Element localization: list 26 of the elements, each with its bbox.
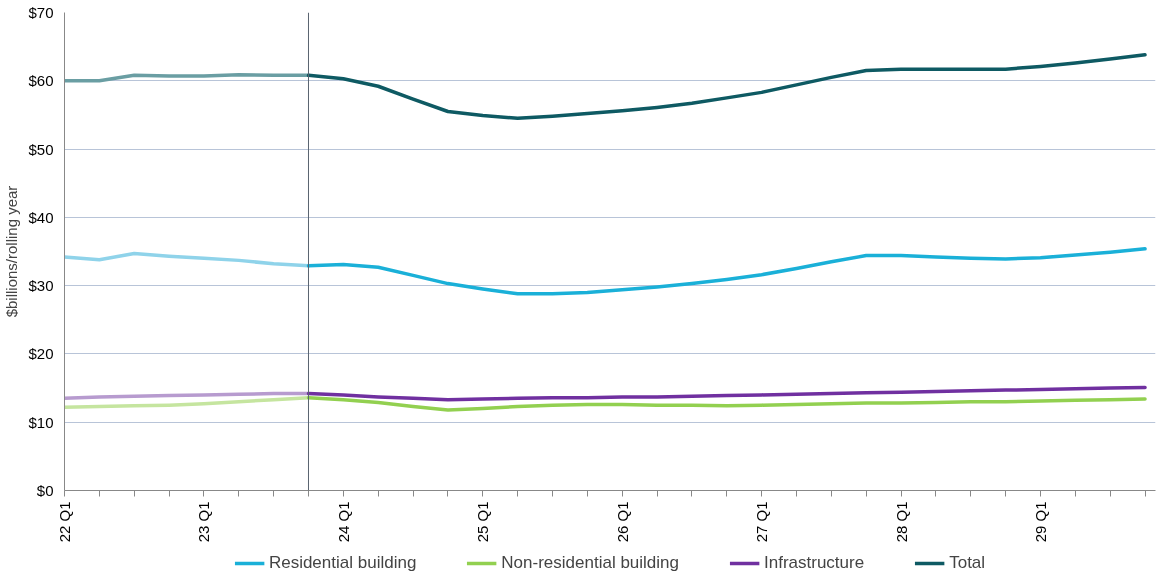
y-tick-label: $70 xyxy=(28,4,54,21)
line-series xyxy=(306,395,1147,412)
x-tick-label: 23 Q1 xyxy=(195,501,213,543)
x-tick-label: 22 Q1 xyxy=(56,501,73,543)
x-tick-label: 27 Q1 xyxy=(753,501,771,543)
x-tick-label: 24 Q1 xyxy=(334,501,352,543)
y-tick-label: $30 xyxy=(28,277,54,295)
line-series xyxy=(306,385,1147,402)
line-series xyxy=(64,251,311,268)
x-tick-label: 26 Q1 xyxy=(613,501,631,543)
y-tick-label: $10 xyxy=(28,413,54,431)
y-axis-title: $billions/rolling year xyxy=(3,185,21,318)
legend-label: Infrastructure xyxy=(764,553,865,573)
legend-label: Non-residential building xyxy=(501,553,680,573)
y-tick-label: $0 xyxy=(36,482,54,499)
y-tick-label: $20 xyxy=(28,345,54,363)
x-tick-label: 28 Q1 xyxy=(892,501,910,543)
line-series xyxy=(306,53,1147,121)
y-tick-label: $50 xyxy=(28,140,54,158)
line-series xyxy=(306,247,1147,296)
legend-label: Total xyxy=(949,553,986,573)
y-tick-label: $60 xyxy=(28,72,54,90)
x-tick-label: 25 Q1 xyxy=(474,501,492,543)
x-tick-label: 29 Q1 xyxy=(1031,501,1049,543)
y-tick-label: $40 xyxy=(28,208,54,226)
legend-label: Residential building xyxy=(268,553,417,573)
